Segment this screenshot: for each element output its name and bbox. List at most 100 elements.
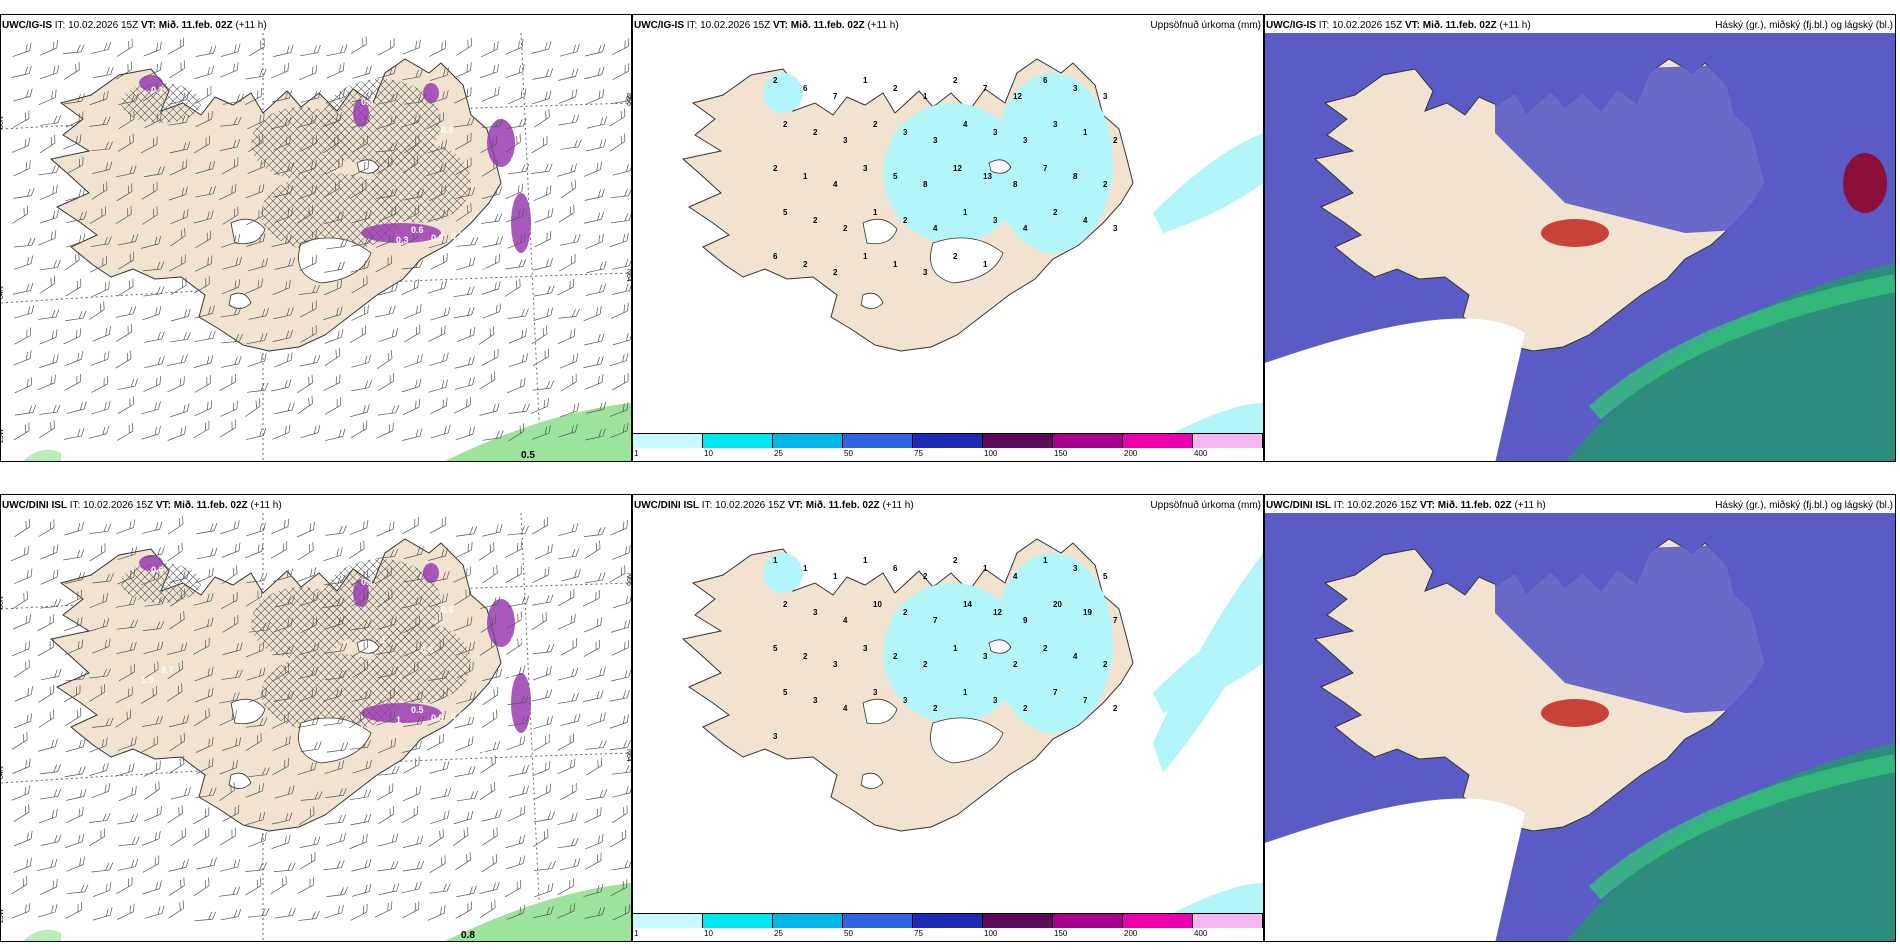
wind-barb <box>300 300 317 318</box>
wind-barb <box>534 230 552 248</box>
wind-barb <box>507 805 526 822</box>
wind-barb <box>506 636 522 655</box>
wind-barb <box>557 667 578 681</box>
wind-barb <box>609 402 629 417</box>
wind-barb <box>63 549 85 561</box>
colorbar-cell <box>1193 914 1263 928</box>
cloud-map <box>1265 33 1895 461</box>
wind-barb <box>428 379 448 393</box>
wind-barb <box>92 161 113 175</box>
precip-value-label: 2 <box>893 652 898 661</box>
wind-barb <box>63 134 82 150</box>
wind-barb <box>195 86 212 104</box>
wind-barb <box>193 877 210 896</box>
wind-barb <box>297 521 315 538</box>
wind-barb <box>402 835 424 848</box>
snow-value-label: 0.7 <box>161 665 174 675</box>
wind-barb <box>219 116 242 127</box>
wind-barb <box>531 689 553 702</box>
wind-barb <box>427 670 450 681</box>
precip-value-label: 1 <box>963 688 968 697</box>
wind-barb <box>583 161 602 177</box>
wind-barb <box>195 787 217 798</box>
wind-barb <box>221 355 242 368</box>
wind-barb <box>480 136 497 153</box>
wind-barb <box>429 883 451 894</box>
wind-barb <box>196 757 214 775</box>
wind-barb <box>533 307 553 321</box>
wind-barb <box>245 667 266 681</box>
wind-barb <box>65 278 82 297</box>
snow-patch <box>423 563 439 583</box>
wind-barb <box>219 691 240 704</box>
precip-value-label: 2 <box>1103 180 1108 189</box>
panel-wind-snow-row2: UWC/DINI ISL IT: 10.02.2026 15Z VT: Mið.… <box>0 494 632 942</box>
wind-barb <box>194 708 210 727</box>
wind-barb <box>504 541 522 558</box>
wind-barb <box>507 715 529 727</box>
wind-barb <box>455 541 473 559</box>
wind-barb <box>142 261 165 272</box>
wind-barb <box>142 855 160 873</box>
wind-barb <box>482 564 498 584</box>
snow-value-label: 0.9 <box>431 233 444 243</box>
wind-barb <box>585 401 607 414</box>
wind-barb <box>455 426 475 441</box>
wind-barb <box>92 882 112 898</box>
snow-value-label: 0.1 <box>481 265 494 275</box>
precip-value-label: 2 <box>933 704 938 713</box>
precip-value-label: 2 <box>903 608 908 617</box>
wind-barb <box>455 736 474 752</box>
wind-barb <box>248 258 268 272</box>
wind-barb <box>453 117 475 128</box>
wind-barb <box>248 767 270 778</box>
wind-barb <box>586 757 602 776</box>
wind-barb <box>428 184 446 202</box>
colorbar-cell <box>1053 914 1123 928</box>
wind-barb <box>534 861 556 871</box>
clear-sky-area <box>1265 798 1525 941</box>
wind-barb <box>12 205 28 224</box>
wind-barb <box>325 669 347 681</box>
wind-barb <box>90 351 110 366</box>
wind-barb <box>194 305 215 319</box>
wind-barb <box>37 858 58 872</box>
precip-value-label: 8 <box>1013 180 1018 189</box>
wind-barb <box>585 374 604 390</box>
precip-value-label: 4 <box>933 224 938 233</box>
wind-barb <box>63 61 80 80</box>
precip-value-label: 3 <box>1073 84 1078 93</box>
wind-barb <box>455 851 471 871</box>
grid-label: 64N <box>1 766 5 779</box>
wind-barb <box>479 402 500 416</box>
panel-header: UWC/DINI ISL IT: 10.02.2026 15Z VT: Mið.… <box>1266 500 1546 511</box>
precip-area <box>883 583 1023 723</box>
wind-barb <box>351 859 372 872</box>
wind-barb <box>89 618 110 632</box>
wind-barb <box>586 666 606 681</box>
wind-barb <box>118 251 135 270</box>
sea-snow-area <box>445 883 631 941</box>
wind-barb <box>221 737 242 751</box>
wind-barb <box>116 641 137 655</box>
wind-barb <box>244 543 264 559</box>
wind-barb <box>456 790 478 802</box>
grid-label: 66N <box>1 596 5 609</box>
wind-barb <box>273 44 294 57</box>
wind-barb <box>299 354 321 367</box>
wind-barb <box>453 810 474 825</box>
wind-barb <box>90 41 112 54</box>
wind-barb <box>91 862 114 873</box>
wind-barb <box>38 709 55 728</box>
wind-barb <box>271 518 290 535</box>
wind-barb <box>14 686 33 702</box>
wind-barb <box>39 420 55 439</box>
snow-patch <box>511 193 531 253</box>
wind-barb <box>507 694 529 706</box>
wind-barb <box>481 809 502 822</box>
wind-barb <box>453 62 472 79</box>
wind-barb <box>13 804 30 822</box>
mid-cloud-layer <box>1566 743 1895 941</box>
wind-barb <box>455 901 472 919</box>
wind-barb <box>611 764 631 775</box>
